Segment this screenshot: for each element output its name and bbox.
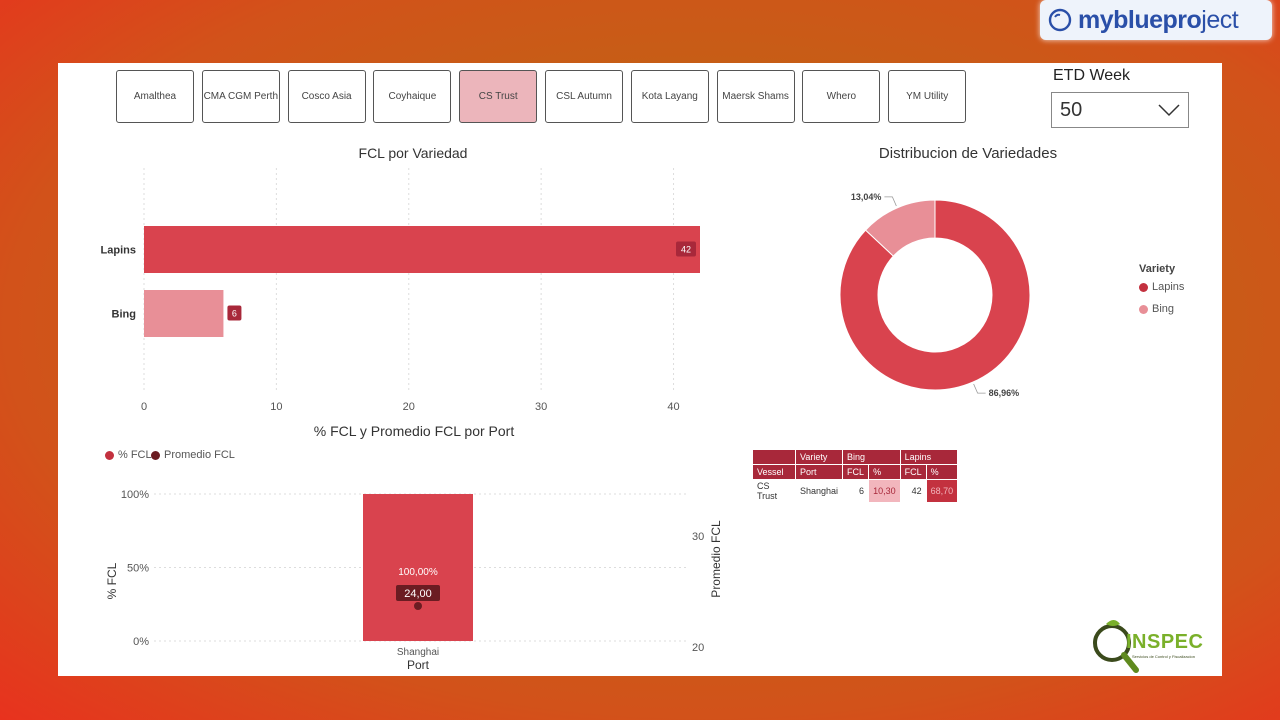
data-label-lapins: 42 <box>681 245 691 255</box>
bar-shanghai-pct-fcl <box>363 494 473 641</box>
bar-lapins <box>144 226 700 273</box>
matrix-cell-lapins-fcl: 42 <box>899 479 927 503</box>
bar-bing <box>144 290 224 337</box>
matrix-header-row-1: Variety Bing Lapins <box>752 449 959 465</box>
inspec-text: INSPEC <box>1126 631 1204 653</box>
donut-leader-line <box>884 196 897 207</box>
matrix-header-cell: Vessel <box>752 464 796 480</box>
matrix-header-cell: Port <box>794 464 844 480</box>
donut-data-label: 13,04% <box>851 192 882 202</box>
matrix-header-cell: Variety <box>794 449 844 465</box>
y-category-label: Lapins <box>101 245 136 257</box>
combo-chart-title: % FCL y Promedio FCL por Port <box>313 423 515 439</box>
vessel-button-whero[interactable]: Whero <box>802 70 881 123</box>
vessel-button-csl-autumn[interactable]: CSL Autumn <box>545 70 623 123</box>
legend-item-promedio-fcl[interactable]: Promedio FCL <box>151 449 235 461</box>
donut-slice-bing <box>864 199 936 257</box>
data-label-bing: 6 <box>232 309 237 319</box>
y-tick-label: 100% <box>121 489 149 501</box>
x-category-label: Shanghai <box>397 647 439 658</box>
legend-item-bing[interactable]: Bing <box>1139 303 1174 315</box>
x-tick-label: 20 <box>403 401 415 413</box>
legend-dot-bing <box>1139 304 1148 314</box>
legend-label-promedio-fcl: Promedio FCL <box>164 449 235 461</box>
matrix-header-cell: % <box>925 464 959 480</box>
vessel-button-ym-utility[interactable]: YM Utility <box>888 70 967 123</box>
matrix-header-cell: % <box>868 464 901 480</box>
matrix-cell-port: Shanghai <box>794 479 844 503</box>
legend-label-bing: Bing <box>1152 303 1175 315</box>
fcl-por-variedad-chart: 0 10 20 30 40 Lapins 42 Bing 6 <box>101 168 700 413</box>
y2-tick-label: 30 <box>692 531 704 543</box>
variety-matrix: Variety Bing Lapins Vessel Port FCL % FC… <box>752 449 959 503</box>
data-label-bg <box>396 585 440 601</box>
data-label-promedio-fcl: 24,00 <box>404 588 432 600</box>
legend-dot-pct-fcl <box>105 450 114 460</box>
vessel-button-coyhaique[interactable]: Coyhaique <box>373 70 452 123</box>
y-tick-label: 50% <box>127 563 149 575</box>
legend-dot-lapins <box>1139 282 1148 292</box>
magnifier-leaf-icon <box>1093 620 1139 673</box>
vessel-button-cma-cgm-perth[interactable]: CMA CGM Perth <box>201 70 280 123</box>
distribucion-donut-chart: 86,96% 13,04% <box>839 192 1031 398</box>
vessel-button-amalthea[interactable]: Amalthea <box>116 70 194 123</box>
donut-chart-title: Distribucion de Variedades <box>878 145 1058 162</box>
matrix-cell-bing-fcl: 6 <box>842 479 870 503</box>
brand-name: myblueproject <box>1078 5 1239 34</box>
legend-label-lapins: Lapins <box>1152 281 1185 293</box>
vessel-button-cs-trust[interactable]: CS Trust <box>459 70 538 123</box>
y2-axis-title: Promedio FCL <box>709 520 723 598</box>
matrix-cell-vessel: CS Trust <box>752 479 796 503</box>
brand-circle-icon <box>1048 8 1072 32</box>
etd-week-title: ETD Week <box>1053 67 1131 84</box>
data-label-bg <box>227 305 242 321</box>
vessel-button-maersk-shams[interactable]: Maersk Shams <box>716 70 795 123</box>
inspec-tagline: Servicios de Control y Fiscalizacion <box>1132 654 1195 659</box>
matrix-header-cell: FCL <box>899 464 927 480</box>
inspec-logo: INSPEC Servicios de Control y Fiscalizac… <box>1088 618 1204 674</box>
bar-chart-title: FCL por Variedad <box>358 145 468 161</box>
legend-item-lapins[interactable]: Lapins <box>1139 281 1184 293</box>
y-tick-label: 0% <box>133 636 149 648</box>
x-tick-label: 10 <box>270 401 282 413</box>
matrix-cell-bing-pct: 10,30 <box>868 479 901 503</box>
table-row[interactable]: CS Trust Shanghai 6 10,30 42 68,70 <box>752 479 959 503</box>
x-tick-label: 0 <box>141 401 147 413</box>
matrix-header-cell: Bing <box>842 449 901 465</box>
data-label-bg <box>676 241 696 257</box>
x-tick-label: 40 <box>667 401 679 413</box>
donut-legend-title: Variety <box>1139 263 1176 275</box>
donut-leader-line <box>973 383 986 394</box>
x-tick-label: 30 <box>535 401 547 413</box>
legend-dot-promedio-fcl <box>151 450 160 460</box>
y2-tick-label: 20 <box>692 642 704 654</box>
data-label-pct-fcl: 100,00% <box>398 567 438 578</box>
report-panel: Amalthea CMA CGM Perth Cosco Asia Coyhaique… <box>58 63 1222 676</box>
etd-week-dropdown[interactable]: 50 <box>1051 92 1189 128</box>
vessel-button-cosco-asia[interactable]: Cosco Asia <box>287 70 366 123</box>
legend-item-pct-fcl[interactable]: % FCL <box>105 449 152 461</box>
matrix-header-cell: FCL <box>842 464 870 480</box>
y-category-label: Bing <box>112 309 136 321</box>
matrix-header-cell: Lapins <box>899 449 959 465</box>
chevron-down-icon <box>1158 104 1180 117</box>
point-shanghai-promedio-fcl <box>414 602 422 610</box>
brand-logo: myblueproject <box>1040 0 1272 40</box>
matrix-cell-lapins-pct: 68,70 <box>925 479 959 503</box>
donut-slice-lapins <box>839 199 1031 391</box>
x-axis-title: Port <box>407 658 430 672</box>
vessel-button-kota-layang[interactable]: Kota Layang <box>630 70 709 123</box>
y-axis-title: % FCL <box>105 562 119 599</box>
legend-label-pct-fcl: % FCL <box>118 449 152 461</box>
matrix-header-row-2: Vessel Port FCL % FCL % <box>752 464 959 480</box>
matrix-header-cell <box>752 449 796 465</box>
donut-data-label: 86,96% <box>989 388 1020 398</box>
etd-week-value: 50 <box>1060 98 1083 121</box>
